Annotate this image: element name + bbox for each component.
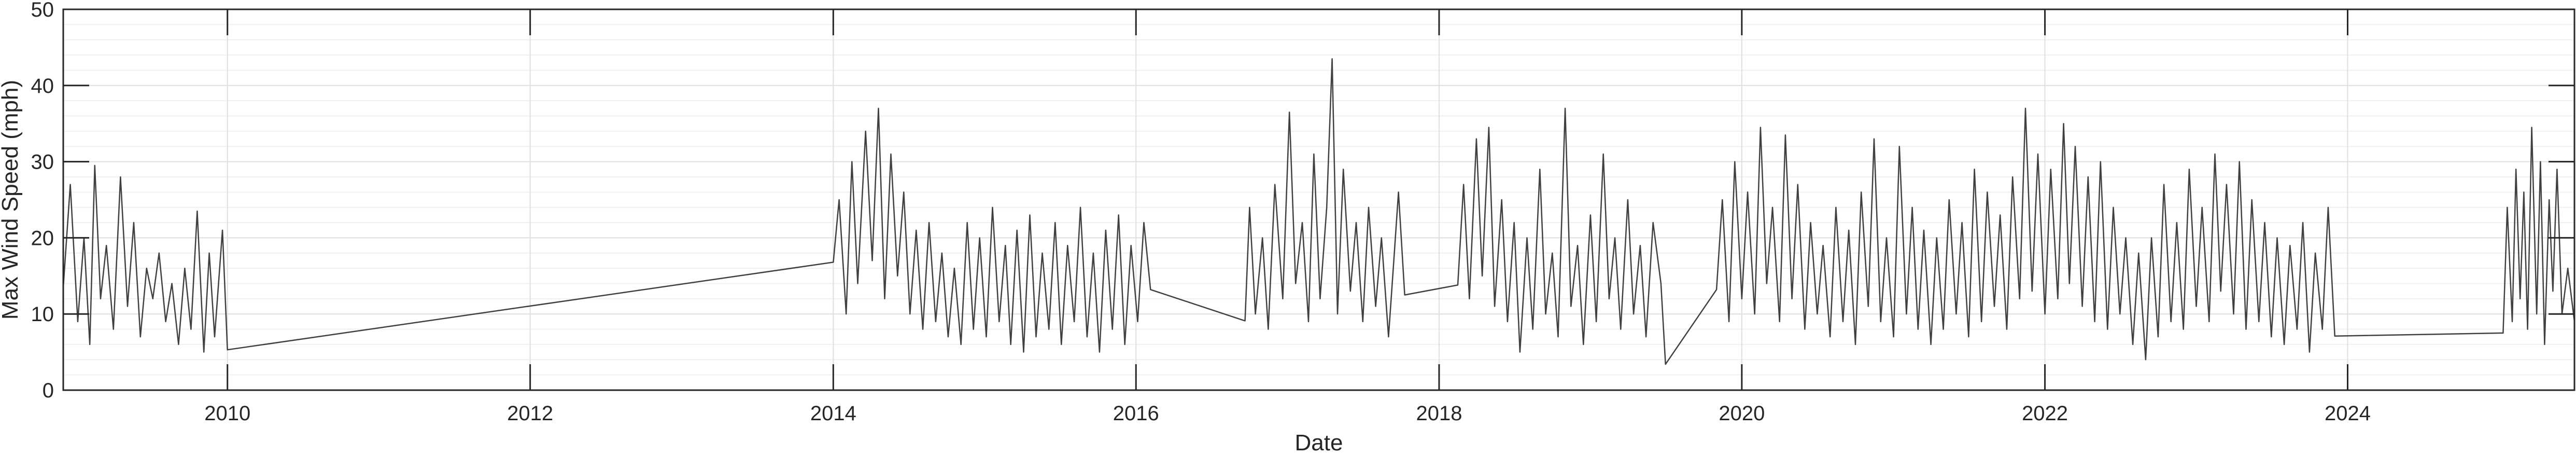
x-tick-label: 2022 — [2022, 402, 2068, 425]
axis-ticks — [63, 8, 2574, 391]
x-tick-label: 2024 — [2325, 402, 2371, 425]
x-axis-tick-labels: 2010 2012 2014 2016 2018 2020 2022 2024 — [204, 402, 2371, 425]
x-tick-label: 2014 — [810, 402, 856, 425]
y-tick-label: 20 — [31, 227, 54, 250]
x-tick-label: 2012 — [507, 402, 553, 425]
y-tick-label: 10 — [31, 303, 54, 326]
x-tick-label: 2018 — [1416, 402, 1462, 425]
y-tick-label: 0 — [43, 379, 54, 402]
plot-area — [62, 58, 2575, 365]
y-tick-label: 50 — [31, 0, 54, 21]
y-axis-tick-labels: 0 10 20 30 40 50 — [31, 0, 54, 402]
axes-box — [62, 8, 2575, 391]
x-tick-label: 2010 — [204, 402, 250, 425]
x-tick-label: 2020 — [1719, 402, 1765, 425]
x-axis-label: Date — [1295, 430, 1343, 455]
x-tick-label: 2016 — [1113, 402, 1159, 425]
series-line-1 — [62, 58, 2575, 365]
y-tick-label: 30 — [31, 151, 54, 174]
y-tick-label: 40 — [31, 75, 54, 98]
grid — [63, 9, 2574, 391]
y-axis-label: Max Wind Speed (mph) — [0, 80, 23, 320]
